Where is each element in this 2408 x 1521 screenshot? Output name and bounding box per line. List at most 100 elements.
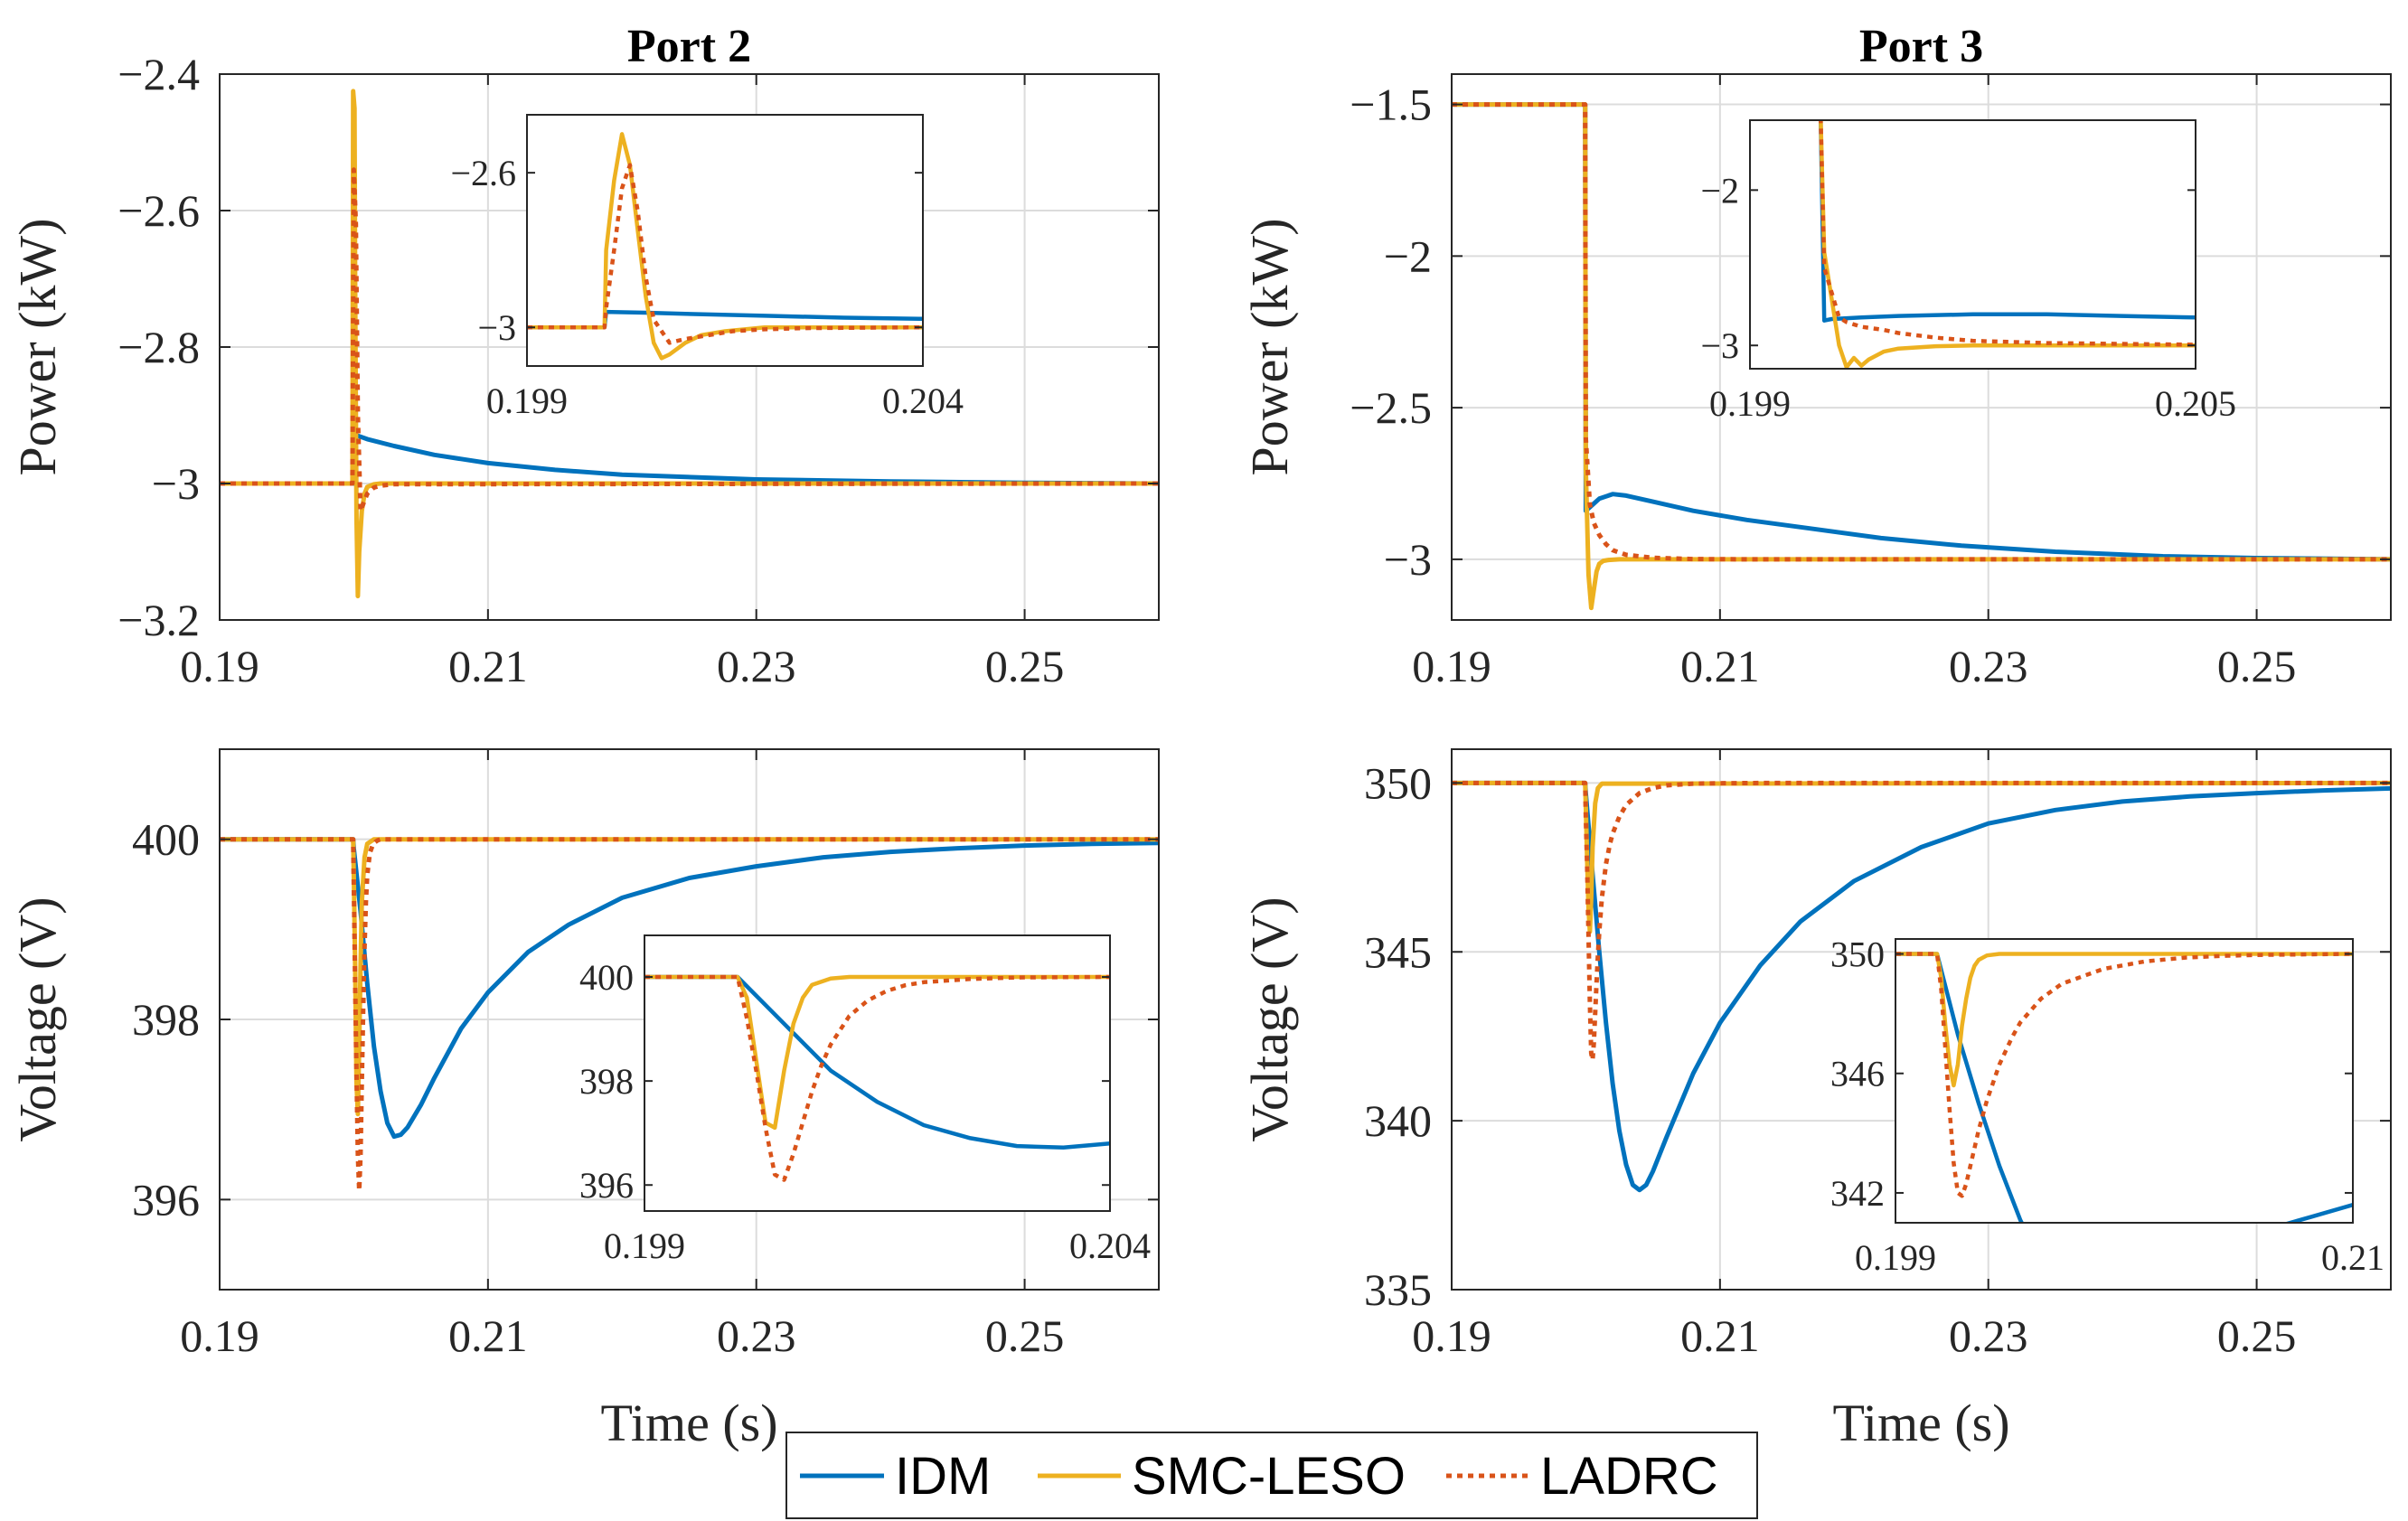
port3-power-inset-background <box>1750 120 2196 369</box>
port3-voltage-inset-line-ladrc <box>1895 952 2353 1198</box>
legend-label-ladrc: LADRC <box>1540 1447 1718 1506</box>
port3-voltage-inset-series <box>1895 952 2353 1223</box>
port3-voltage-x-tick-label: 0.23 <box>1949 1310 2028 1361</box>
port3-voltage-inset-y-tick-label: 350 <box>1830 934 1885 975</box>
port2-power-y-tick-label: −2.4 <box>118 49 200 99</box>
port2-voltage-x-tick-label: 0.23 <box>717 1310 796 1361</box>
port3-voltage-line-ladrc <box>1452 780 2391 1063</box>
port3-voltage-inset: 0.199 0.21 350 346 342 <box>1830 934 2384 1278</box>
port2-power-y-tick-label: −3.2 <box>118 595 200 645</box>
port3-power-inset-x-tick-label: 0.199 <box>1709 383 1791 424</box>
port2-power-x-tick-label: 0.21 <box>448 641 528 691</box>
port2-voltage-x-tick-label: 0.25 <box>985 1310 1065 1361</box>
port3-voltage-y-tick-label: 350 <box>1364 757 1432 808</box>
port2-power-inset-background <box>527 115 923 366</box>
port2-voltage-inset-background <box>644 935 1110 1211</box>
port3-power-x-tick-label: 0.19 <box>1412 641 1491 691</box>
port3-power-x-tick-label: 0.21 <box>1680 641 1760 691</box>
port2-voltage-inset-x-tick-label: 0.204 <box>1069 1225 1151 1266</box>
port2-power-inset-y-tick-label: −2.6 <box>450 153 516 193</box>
port2-power-x-tick-label: 0.25 <box>985 641 1065 691</box>
port3-voltage-ylabel: Voltage (V) <box>1240 897 1299 1141</box>
port3-voltage-inset-background <box>1895 939 2353 1223</box>
port2-power-y-tick-label: −3 <box>152 458 200 509</box>
port3-power-inset-y-tick-label: −3 <box>1700 325 1739 366</box>
port2-voltage-y-tick-label: 396 <box>132 1174 200 1225</box>
legend-box <box>785 1432 1758 1519</box>
port3-voltage-y-tick-label: 340 <box>1364 1095 1432 1146</box>
port2-voltage-inset-x-tick-label: 0.199 <box>604 1225 685 1266</box>
port2-power-line-smc-leso <box>220 89 1159 599</box>
port2-voltage-y-tick-label: 398 <box>132 994 200 1045</box>
port3-voltage-xlabel: Time (s) <box>1832 1394 2009 1452</box>
port2-power-inset-x-tick-label: 0.204 <box>882 380 964 421</box>
port3-voltage-x-tick-label: 0.21 <box>1680 1310 1760 1361</box>
port3-voltage-inset-line-idm <box>1895 952 2353 1223</box>
port2-voltage-inset-y-tick-label: 400 <box>579 957 634 998</box>
port3-power-x-tick-label: 0.23 <box>1949 641 2028 691</box>
port2-power-inset: 0.199 0.204 −2.6 −3 <box>450 114 964 421</box>
port3-power-inset: 0.199 0.205 −2 −3 <box>1700 119 2236 424</box>
legend: IDM SMC-LESO LADRC <box>785 1432 1758 1519</box>
port3-voltage-inset-x-tick-label: 0.21 <box>2321 1237 2384 1278</box>
port3-power-y-tick-label: −2.5 <box>1350 382 1432 433</box>
port2-power-x-tick-label: 0.23 <box>717 641 796 691</box>
port3-power-y-tick-label: −1.5 <box>1350 80 1432 130</box>
port2-voltage-line-smc-leso <box>220 837 1159 1117</box>
port2-voltage-line-idm <box>220 837 1159 1140</box>
port2-power-inset-frame <box>526 114 924 367</box>
port3-power-line-ladrc <box>1452 102 2391 562</box>
port2-voltage-inset-frame <box>644 934 1111 1212</box>
port2-power-ylabel: Power (kW) <box>8 218 67 475</box>
port2-power-inset-y-tick-label: −3 <box>477 307 516 348</box>
port3-power-inset-series <box>1819 120 2196 369</box>
port2-power-title: Port 2 <box>627 21 751 72</box>
port2-power-y-tick-label: −2.6 <box>118 185 200 236</box>
port3-voltage-line-idm <box>1452 780 2391 1193</box>
port2-voltage-line-ladrc <box>220 837 1159 1193</box>
port2-voltage-series <box>220 837 1159 1193</box>
port2-voltage-inset: 0.199 0.204 400 398 396 <box>579 934 1151 1266</box>
port3-voltage-x-tick-label: 0.25 <box>2217 1310 2297 1361</box>
port3-voltage-inset-frame <box>1895 938 2354 1224</box>
legend-label-idm: IDM <box>895 1447 991 1506</box>
port3-power-y-tick-label: −2 <box>1384 230 1432 281</box>
port3-voltage-y-tick-label: 345 <box>1364 926 1432 977</box>
port3-power-series <box>1452 102 2391 611</box>
port2-voltage-x-tick-label: 0.21 <box>448 1310 528 1361</box>
port3-voltage-inset-line-smc-leso <box>1895 952 2353 1088</box>
port2-power-series <box>220 89 1159 599</box>
port2-power-line-ladrc <box>220 167 1159 513</box>
port3-voltage-y-tick-label: 335 <box>1364 1264 1432 1315</box>
port3-voltage-series <box>1452 780 2391 1193</box>
port3-voltage-inset-y-tick-label: 342 <box>1830 1173 1885 1214</box>
port3-voltage-inset-y-tick-label: 346 <box>1830 1054 1885 1094</box>
legend-label-smc-leso: SMC-LESO <box>1132 1447 1406 1506</box>
port3-power-frame <box>1451 73 2392 621</box>
port2-voltage-x-tick-label: 0.19 <box>180 1310 259 1361</box>
port3-power-inset-x-tick-label: 0.205 <box>2155 383 2236 424</box>
port3-power-title: Port 3 <box>1859 21 1983 72</box>
port2-voltage-ylabel: Voltage (V) <box>8 897 67 1141</box>
port3-voltage-inset-x-tick-label: 0.199 <box>1855 1237 1936 1278</box>
port2-voltage-inset-line-idm <box>644 974 1110 1150</box>
port2-power-y-tick-label: −2.8 <box>118 322 200 372</box>
port3-power-inset-y-tick-label: −2 <box>1700 170 1739 211</box>
port3-power-ylabel: Power (kW) <box>1240 218 1299 475</box>
port2-voltage-inset-y-tick-label: 398 <box>579 1061 634 1102</box>
port3-power-inset-line-ladrc <box>1819 120 2196 347</box>
port2-voltage-xlabel: Time (s) <box>600 1394 777 1452</box>
port2-voltage-inset-series <box>644 974 1110 1182</box>
port3-power-x-tick-label: 0.25 <box>2217 641 2297 691</box>
port3-voltage-x-tick-label: 0.19 <box>1412 1310 1491 1361</box>
port3-voltage-frame <box>1451 748 2392 1291</box>
port3-power: 0.19 0.21 0.23 0.25 −1.5 −2 −2.5 −3 Port 3 Power … <box>1240 21 2392 691</box>
port3-power-inset-frame <box>1749 119 2196 370</box>
port2-power-inset-series <box>527 132 923 361</box>
port2-voltage-inset-line-ladrc <box>644 974 1110 1182</box>
port3-power-y-tick-label: −3 <box>1384 534 1432 585</box>
port2-voltage-inset-line-smc-leso <box>644 974 1110 1131</box>
port2-voltage-y-tick-label: 400 <box>132 814 200 865</box>
port2-power-inset-x-tick-label: 0.199 <box>486 380 568 421</box>
